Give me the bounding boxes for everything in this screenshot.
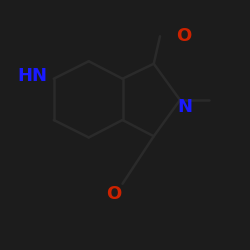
Text: O: O bbox=[176, 27, 192, 45]
Text: HN: HN bbox=[18, 67, 48, 85]
Text: N: N bbox=[178, 98, 192, 116]
Text: O: O bbox=[106, 185, 122, 203]
